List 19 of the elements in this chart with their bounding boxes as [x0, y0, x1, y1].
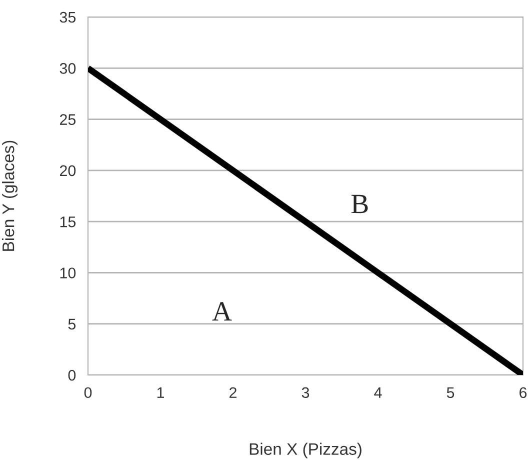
y-tick-label: 30 [60, 63, 76, 74]
y-tick-label: 0 [68, 370, 76, 381]
y-tick-label: 35 [60, 12, 76, 23]
x-tick-label: 0 [84, 387, 92, 398]
y-axis-title: Bien Y (glaces) [2, 140, 18, 251]
x-tick-label: 6 [520, 387, 527, 398]
x-axis-title: Bien X (Pizzas) [250, 442, 362, 458]
annotation: A [212, 302, 232, 320]
x-tick-label: 5 [446, 387, 454, 398]
y-tick-label: 5 [68, 318, 76, 330]
y-tick-label: 15 [60, 216, 76, 228]
y-tick-label: 10 [60, 268, 76, 278]
x-tick-label: 2 [230, 387, 236, 398]
x-tick-label: 1 [157, 387, 164, 398]
x-tick-label: 4 [374, 387, 382, 398]
x-tick-label: 3 [302, 387, 310, 398]
y-tick-label: 25 [60, 114, 76, 125]
annotation: B [351, 194, 368, 214]
y-tick-label: 20 [60, 165, 76, 176]
